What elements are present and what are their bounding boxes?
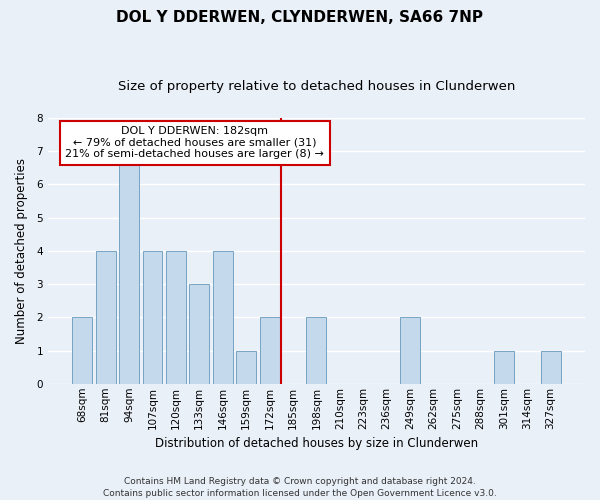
Bar	[95, 251, 116, 384]
Bar	[260, 318, 280, 384]
Bar	[213, 251, 233, 384]
Bar	[143, 251, 163, 384]
Bar	[190, 284, 209, 384]
Bar	[166, 251, 186, 384]
Bar	[119, 151, 139, 384]
Bar	[494, 350, 514, 384]
Bar	[307, 318, 326, 384]
Title: Size of property relative to detached houses in Clunderwen: Size of property relative to detached ho…	[118, 80, 515, 93]
Bar	[236, 350, 256, 384]
Y-axis label: Number of detached properties: Number of detached properties	[15, 158, 28, 344]
Text: DOL Y DDERWEN, CLYNDERWEN, SA66 7NP: DOL Y DDERWEN, CLYNDERWEN, SA66 7NP	[116, 10, 484, 25]
Text: Contains HM Land Registry data © Crown copyright and database right 2024.
Contai: Contains HM Land Registry data © Crown c…	[103, 476, 497, 498]
X-axis label: Distribution of detached houses by size in Clunderwen: Distribution of detached houses by size …	[155, 437, 478, 450]
Bar	[72, 318, 92, 384]
Bar	[400, 318, 420, 384]
Text: DOL Y DDERWEN: 182sqm
← 79% of detached houses are smaller (31)
21% of semi-deta: DOL Y DDERWEN: 182sqm ← 79% of detached …	[65, 126, 324, 160]
Bar	[541, 350, 560, 384]
